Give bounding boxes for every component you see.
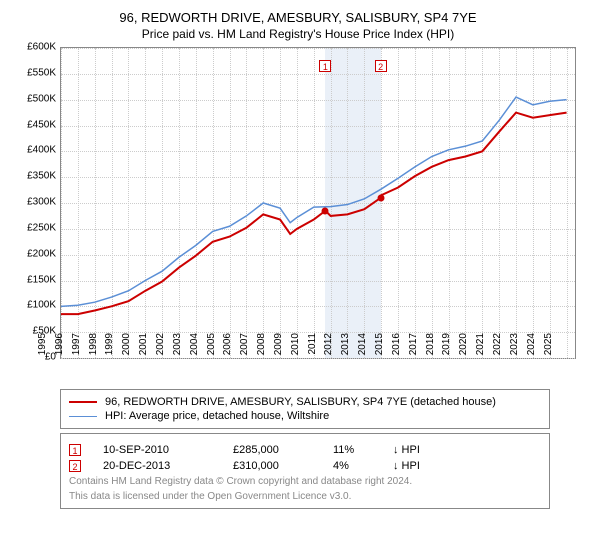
x-tick-label: 2019 xyxy=(441,333,452,361)
y-tick-label: £550K xyxy=(16,67,56,78)
x-tick-label: 1997 xyxy=(71,333,82,361)
legend-row: 96, REDWORTH DRIVE, AMESBURY, SALISBURY,… xyxy=(69,396,541,408)
x-tick-label: 2015 xyxy=(374,333,385,361)
x-tick-label: 2005 xyxy=(206,333,217,361)
sale-row-marker: 2 xyxy=(69,460,81,472)
x-tick-label: 2014 xyxy=(357,333,368,361)
legend-label: 96, REDWORTH DRIVE, AMESBURY, SALISBURY,… xyxy=(105,396,496,408)
y-tick-label: £250K xyxy=(16,222,56,233)
x-tick-label: 2010 xyxy=(290,333,301,361)
sale-direction: ↓ HPI xyxy=(393,444,420,456)
x-tick-label: 2025 xyxy=(543,333,554,361)
sale-marker-2: 2 xyxy=(375,60,387,72)
sales-table: 1 10-SEP-2010£285,00011%↓ HPI 2 20-DEC-2013… xyxy=(60,433,550,509)
plot-region: 12 xyxy=(60,47,576,359)
y-tick-label: £400K xyxy=(16,145,56,156)
sale-dot-1 xyxy=(322,207,329,214)
sale-row: 2 20-DEC-2013£310,0004%↓ HPI xyxy=(69,460,541,472)
x-tick-label: 2022 xyxy=(492,333,503,361)
legend-swatch xyxy=(69,401,97,403)
x-tick-label: 1995 xyxy=(37,333,48,361)
y-tick-label: £50K xyxy=(16,326,56,337)
chart-subtitle: Price paid vs. HM Land Registry's House … xyxy=(8,27,588,41)
chart-area: 12 £0£50K£100K£150K£200K£250K£300K£350K£… xyxy=(16,47,576,383)
sale-date: 20-DEC-2013 xyxy=(103,460,233,472)
line-layer xyxy=(61,48,575,358)
x-tick-label: 2004 xyxy=(189,333,200,361)
chart-container: 96, REDWORTH DRIVE, AMESBURY, SALISBURY,… xyxy=(0,0,600,517)
x-tick-label: 2008 xyxy=(256,333,267,361)
x-tick-label: 2006 xyxy=(222,333,233,361)
x-tick-label: 2000 xyxy=(121,333,132,361)
y-tick-label: £150K xyxy=(16,274,56,285)
sale-date: 10-SEP-2010 xyxy=(103,444,233,456)
x-tick-label: 2001 xyxy=(138,333,149,361)
y-tick-label: £0 xyxy=(16,352,56,363)
x-tick-label: 2002 xyxy=(155,333,166,361)
legend-label: HPI: Average price, detached house, Wilt… xyxy=(105,410,329,422)
x-tick-label: 2021 xyxy=(475,333,486,361)
sale-price: £310,000 xyxy=(233,460,333,472)
price-paid-line xyxy=(61,113,567,315)
sale-pct: 4% xyxy=(333,460,393,472)
x-tick-label: 2016 xyxy=(391,333,402,361)
x-tick-label: 2007 xyxy=(239,333,250,361)
y-tick-label: £500K xyxy=(16,93,56,104)
x-tick-label: 2024 xyxy=(526,333,537,361)
sale-dot-2 xyxy=(377,194,384,201)
y-tick-label: £200K xyxy=(16,248,56,259)
sale-pct: 11% xyxy=(333,444,393,456)
legend-swatch xyxy=(69,416,97,417)
x-tick-label: 1998 xyxy=(88,333,99,361)
y-tick-label: £100K xyxy=(16,300,56,311)
hpi-line xyxy=(61,97,567,306)
y-tick-label: £350K xyxy=(16,171,56,182)
x-tick-label: 2009 xyxy=(273,333,284,361)
x-tick-label: 2023 xyxy=(509,333,520,361)
x-tick-label: 2012 xyxy=(323,333,334,361)
chart-title: 96, REDWORTH DRIVE, AMESBURY, SALISBURY,… xyxy=(8,10,588,25)
x-tick-label: 2003 xyxy=(172,333,183,361)
x-tick-label: 1999 xyxy=(104,333,115,361)
sale-row-marker: 1 xyxy=(69,444,81,456)
y-tick-label: £600K xyxy=(16,42,56,53)
sale-row: 1 10-SEP-2010£285,00011%↓ HPI xyxy=(69,444,541,456)
legend-row: HPI: Average price, detached house, Wilt… xyxy=(69,410,541,422)
x-tick-label: 2013 xyxy=(340,333,351,361)
x-tick-label: 2020 xyxy=(458,333,469,361)
sale-marker-1: 1 xyxy=(319,60,331,72)
y-tick-label: £300K xyxy=(16,197,56,208)
x-tick-label: 1996 xyxy=(54,333,65,361)
x-tick-label: 2017 xyxy=(408,333,419,361)
x-tick-label: 2011 xyxy=(307,333,318,361)
footer-line: This data is licensed under the Open Gov… xyxy=(69,491,541,502)
x-tick-label: 2018 xyxy=(425,333,436,361)
sale-price: £285,000 xyxy=(233,444,333,456)
legend: 96, REDWORTH DRIVE, AMESBURY, SALISBURY,… xyxy=(60,389,550,429)
y-tick-label: £450K xyxy=(16,119,56,130)
sale-direction: ↓ HPI xyxy=(393,460,420,472)
footer-line: Contains HM Land Registry data © Crown c… xyxy=(69,476,541,487)
